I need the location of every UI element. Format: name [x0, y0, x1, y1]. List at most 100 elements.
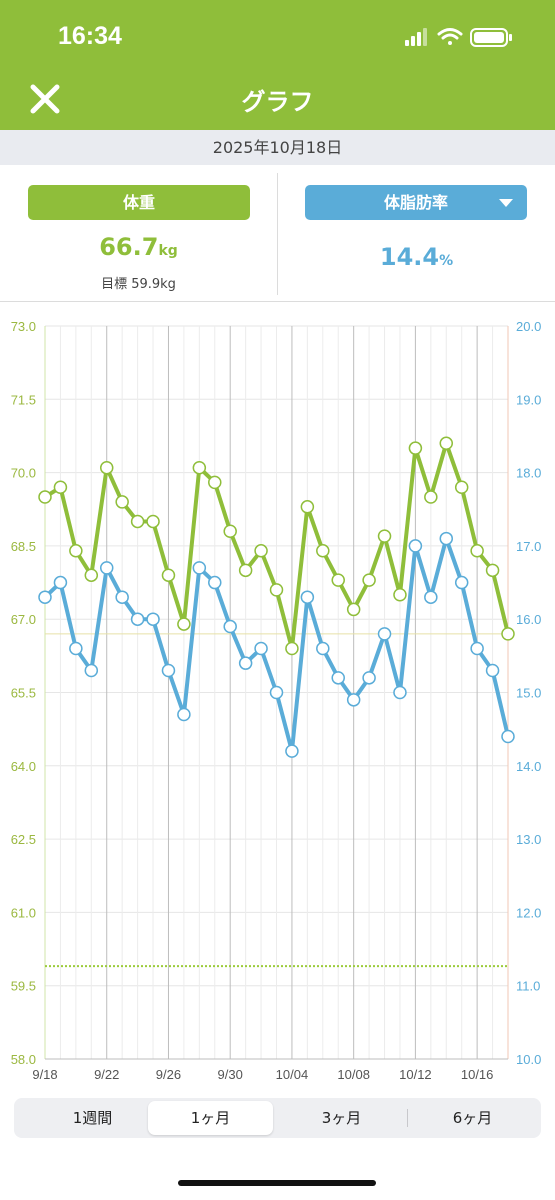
weight-data-point: [146, 514, 160, 529]
battery-icon: [470, 28, 512, 47]
x-tick-label: 9/30: [218, 1067, 243, 1082]
bodyfat-data-point: [269, 685, 284, 700]
close-icon[interactable]: [28, 82, 62, 116]
y-right-tick-label: 12.0: [516, 905, 541, 920]
y-left-tick-label: 70.0: [11, 466, 36, 481]
bodyfat-data-point: [393, 685, 407, 700]
period-tab-6months[interactable]: 6ヶ月: [410, 1101, 535, 1135]
bodyfat-number: 14.4: [379, 243, 440, 271]
y-right-tick-label: 17.0: [516, 539, 541, 554]
period-tab-label: 1週間: [72, 1109, 113, 1127]
weight-data-point: [346, 602, 361, 617]
weight-data-point: [439, 436, 454, 451]
y-right-tick-label: 16.0: [516, 612, 541, 627]
weight-data-point: [300, 500, 315, 514]
bodyfat-data-point: [331, 671, 345, 685]
weight-data-point: [470, 544, 484, 558]
status-time: 16:34: [58, 22, 122, 50]
period-tab-label: 1ヶ月: [190, 1109, 231, 1127]
period-tab-1week[interactable]: 1週間: [30, 1101, 155, 1135]
weight-data-point: [99, 460, 114, 475]
bodyfat-data-point: [300, 590, 315, 604]
bodyfat-data-point: [424, 590, 438, 604]
weight-data-point: [115, 495, 129, 509]
y-right-tick-label: 13.0: [516, 832, 541, 847]
bodyfat-data-point: [115, 590, 129, 604]
bodyfat-data-point: [316, 641, 330, 656]
bodyfat-data-point: [408, 539, 423, 553]
summary-cards: 体重 66.7kg 目標 59.9kg 体脂肪率 14.4%: [0, 165, 555, 302]
y-left-tick-label: 59.5: [11, 979, 36, 994]
x-tick-label: 10/04: [276, 1067, 309, 1082]
bodyfat-data-point: [84, 663, 99, 678]
bodyfat-data-point: [238, 656, 253, 670]
period-tab-label: 3ヶ月: [321, 1109, 362, 1127]
weight-data-point: [424, 490, 438, 504]
home-indicator: [178, 1180, 376, 1186]
weight-goal: 目標 59.9kg: [101, 277, 176, 292]
weight-label: 体重: [122, 193, 155, 212]
bodyfat-data-point: [192, 561, 207, 575]
bodyfat-data-point: [439, 531, 454, 546]
weight-data-point: [408, 441, 423, 455]
y-right-tick-label: 15.0: [516, 686, 541, 701]
weight-data-point: [362, 573, 376, 587]
bodyfat-label: 体脂肪率: [383, 193, 448, 212]
period-tab-3months[interactable]: 3ヶ月: [279, 1101, 404, 1135]
bodyfat-data-point: [501, 729, 515, 744]
weight-data-point: [454, 480, 469, 495]
weight-data-point: [331, 573, 345, 587]
weight-bodyfat-chart[interactable]: 73.0 71.5 70.0 68.5 67.0 65.5 64.0 62.5 61.0 59.5…: [0, 302, 555, 1087]
weight-data-point: [393, 588, 407, 602]
page-title: グラフ: [241, 88, 314, 116]
weight-value: 66.7kg: [0, 233, 277, 261]
x-tick-label: 9/26: [156, 1067, 181, 1082]
weight-unit: kg: [158, 243, 178, 259]
weight-data-point: [69, 544, 83, 558]
y-right-tick-label: 20.0: [516, 319, 541, 334]
chevron-down-icon: [499, 199, 513, 207]
status-icons: [405, 28, 512, 47]
y-left-tick-label: 64.0: [11, 759, 36, 774]
bodyfat-data-point: [346, 693, 361, 707]
x-tick-label: 10/16: [461, 1067, 494, 1082]
weight-data-point: [238, 563, 253, 578]
x-tick-label: 9/18: [32, 1067, 57, 1082]
weight-data-point: [84, 568, 99, 582]
weight-data-point: [177, 617, 191, 631]
weight-data-point: [208, 475, 222, 490]
bodyfat-data-point: [146, 612, 160, 626]
weight-data-point: [501, 627, 515, 641]
bodyfat-data-point: [161, 663, 176, 678]
y-right-tick-label: 18.0: [516, 466, 541, 481]
y-left-tick-label: 58.0: [11, 1052, 36, 1067]
weight-data-point: [377, 529, 392, 543]
weight-number: 66.7: [99, 233, 159, 261]
bodyfat-data-point: [454, 575, 469, 590]
app-header: 16:34 グラフ: [0, 0, 555, 130]
bodyfat-data-point: [362, 671, 376, 685]
y-right-tick-label: 11.0: [516, 979, 540, 994]
signal-icon: [405, 28, 427, 46]
bodyfat-data-point: [377, 627, 392, 641]
weight-data-point: [316, 544, 330, 558]
bodyfat-data-point: [53, 575, 68, 590]
bodyfat-dropdown[interactable]: 体脂肪率: [305, 185, 527, 220]
bodyfat-data-point: [208, 575, 222, 590]
weight-data-point: [53, 480, 68, 495]
card-divider: [277, 173, 278, 295]
bodyfat-unit: %: [439, 253, 454, 269]
weight-data-point: [269, 583, 284, 597]
y-right-tick-label: 10.0: [516, 1052, 541, 1067]
y-right-tick-label: 19.0: [516, 392, 541, 407]
bodyfat-data-point: [470, 641, 484, 656]
wifi-icon: [437, 28, 463, 45]
bodyfat-data-point: [177, 707, 191, 722]
weight-data-point: [192, 460, 207, 475]
weight-tab-button[interactable]: 体重: [28, 185, 250, 220]
y-right-tick-label: 14.0: [516, 759, 541, 774]
y-left-tick-label: 61.0: [11, 905, 36, 920]
period-tab-1month[interactable]: 1ヶ月: [148, 1101, 273, 1135]
date-label: 2025年10月18日: [0, 130, 555, 165]
bodyfat-data-point: [38, 590, 52, 604]
